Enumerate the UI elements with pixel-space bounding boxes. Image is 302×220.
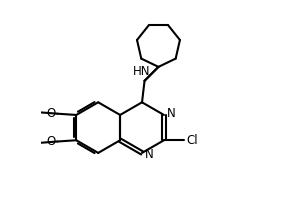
Text: Cl: Cl — [186, 134, 198, 147]
Text: HN: HN — [133, 65, 150, 78]
Text: N: N — [145, 147, 154, 161]
Text: N: N — [167, 107, 175, 120]
Text: O: O — [46, 135, 56, 148]
Text: O: O — [46, 107, 56, 120]
